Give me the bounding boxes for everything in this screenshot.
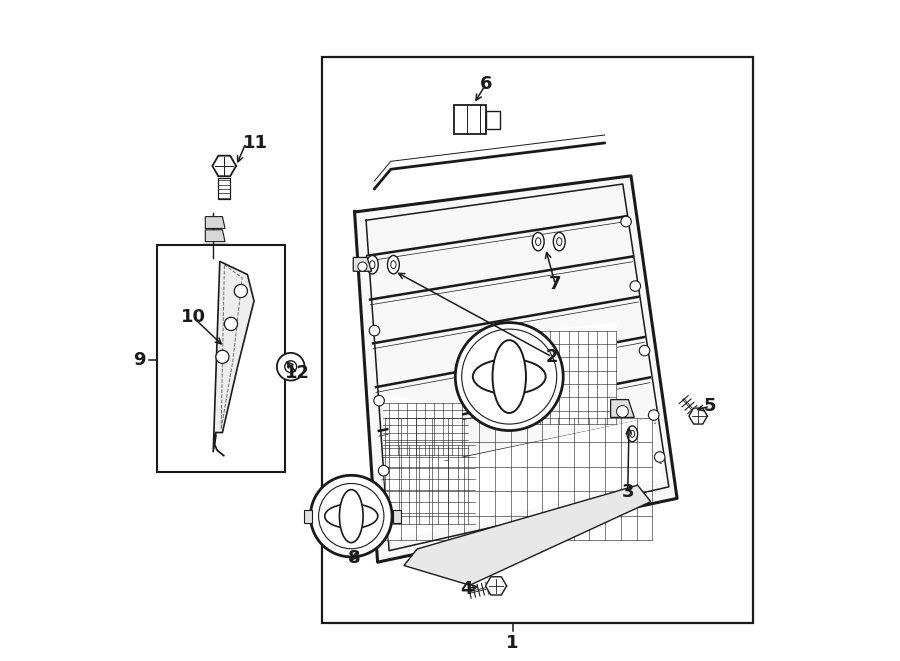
Polygon shape [389, 396, 462, 462]
Bar [158, 245, 285, 472]
Circle shape [630, 281, 641, 292]
Text: 10: 10 [181, 308, 206, 327]
Ellipse shape [627, 426, 637, 442]
Text: 6: 6 [480, 75, 492, 93]
Circle shape [224, 317, 238, 330]
Polygon shape [205, 230, 225, 242]
Ellipse shape [370, 260, 375, 268]
Circle shape [369, 325, 380, 336]
Ellipse shape [492, 340, 526, 413]
Text: 8: 8 [348, 549, 361, 566]
Circle shape [378, 465, 389, 476]
Text: 1: 1 [507, 634, 518, 652]
Polygon shape [212, 156, 236, 176]
Polygon shape [531, 324, 617, 431]
Bar [454, 105, 485, 134]
Circle shape [654, 451, 665, 462]
Ellipse shape [391, 260, 396, 268]
Polygon shape [610, 400, 634, 417]
Text: 7: 7 [549, 276, 562, 293]
Text: 5: 5 [704, 397, 716, 415]
Circle shape [639, 345, 650, 356]
Circle shape [310, 475, 392, 557]
Polygon shape [404, 485, 651, 585]
Bar [393, 510, 401, 523]
Polygon shape [213, 261, 254, 452]
Circle shape [277, 353, 304, 381]
Text: 4: 4 [460, 580, 473, 598]
Circle shape [621, 216, 631, 227]
Text: 3: 3 [622, 483, 634, 501]
Polygon shape [485, 577, 507, 595]
Circle shape [649, 410, 659, 420]
Polygon shape [389, 452, 468, 518]
Ellipse shape [532, 233, 544, 251]
Polygon shape [355, 176, 677, 563]
Text: 2: 2 [545, 348, 558, 366]
Circle shape [216, 350, 229, 364]
Circle shape [616, 406, 628, 417]
Bar [485, 110, 500, 129]
Text: 9: 9 [133, 351, 146, 369]
Polygon shape [385, 418, 661, 540]
Circle shape [358, 262, 367, 271]
Ellipse shape [366, 255, 378, 274]
Circle shape [319, 483, 384, 549]
Ellipse shape [536, 238, 541, 246]
Text: 12: 12 [284, 364, 310, 382]
Text: 11: 11 [243, 134, 268, 152]
Polygon shape [205, 217, 225, 229]
Circle shape [382, 511, 392, 522]
Ellipse shape [554, 233, 565, 251]
Bar [321, 58, 752, 623]
Circle shape [455, 323, 563, 430]
Ellipse shape [556, 238, 562, 246]
Circle shape [234, 284, 248, 297]
Ellipse shape [325, 504, 378, 528]
Circle shape [364, 255, 375, 266]
Circle shape [284, 361, 297, 373]
Polygon shape [688, 408, 707, 424]
Polygon shape [353, 257, 372, 271]
Bar [304, 510, 311, 523]
Ellipse shape [388, 255, 400, 274]
Circle shape [462, 329, 557, 424]
Circle shape [374, 395, 384, 406]
Ellipse shape [630, 430, 634, 438]
Ellipse shape [472, 359, 545, 394]
Ellipse shape [339, 490, 363, 543]
